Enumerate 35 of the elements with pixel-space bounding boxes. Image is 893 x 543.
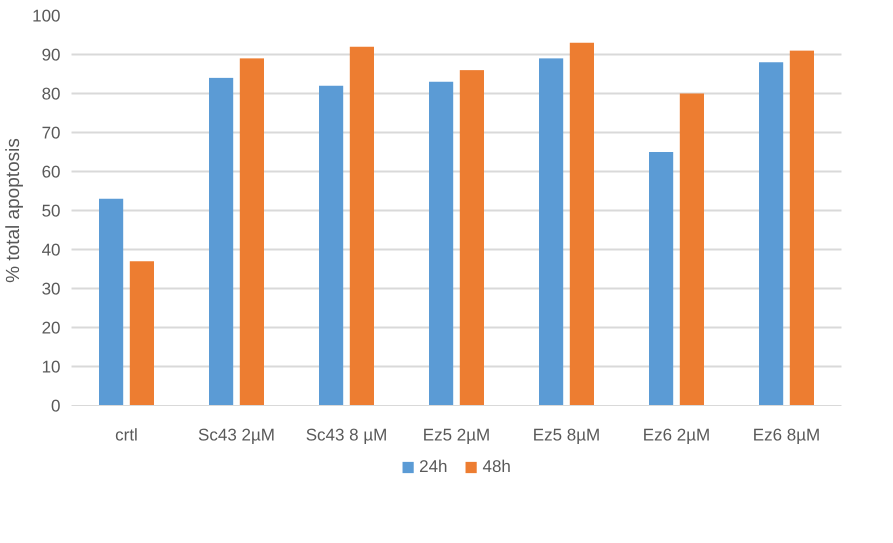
bar [99,198,124,406]
bar [570,42,594,406]
bar [759,62,784,406]
bar [649,152,674,406]
bar [130,261,154,406]
x-tick-label: Ez6 2µM [642,426,710,444]
bar [429,82,454,406]
bar [209,78,234,406]
bar [790,50,814,406]
bar [319,86,344,406]
bar [240,58,264,406]
y-tick-label: 80 [42,84,61,104]
y-tick-label: 40 [42,240,61,260]
bar [539,58,564,406]
legend-label: 48h [482,457,511,477]
y-tick-label: 10 [42,358,61,376]
y-tick-label: 0 [51,396,61,416]
x-tick-label: Ez5 2µM [422,426,490,444]
legend-label: 24h [419,457,448,477]
x-tick-label: Ez6 8µM [752,426,820,444]
bar [460,70,484,406]
y-tick-label: 50 [42,202,61,220]
bar [350,46,374,406]
y-tick-label: 90 [42,46,61,64]
y-tick-label: 70 [42,124,61,142]
x-tick-label: crtl [115,426,138,444]
x-tick-label: Ez5 8µM [532,426,600,444]
y-tick-label: 20 [42,318,61,338]
bar [680,94,704,406]
x-tick-label: Sc43 8 µM [306,426,388,444]
x-tick-label: Sc43 2µM [198,426,275,444]
y-tick-label: 30 [42,280,61,298]
y-tick-label: 100 [32,6,61,26]
y-tick-label: 60 [42,162,61,182]
y-axis-title: % total apoptosis [3,138,24,283]
